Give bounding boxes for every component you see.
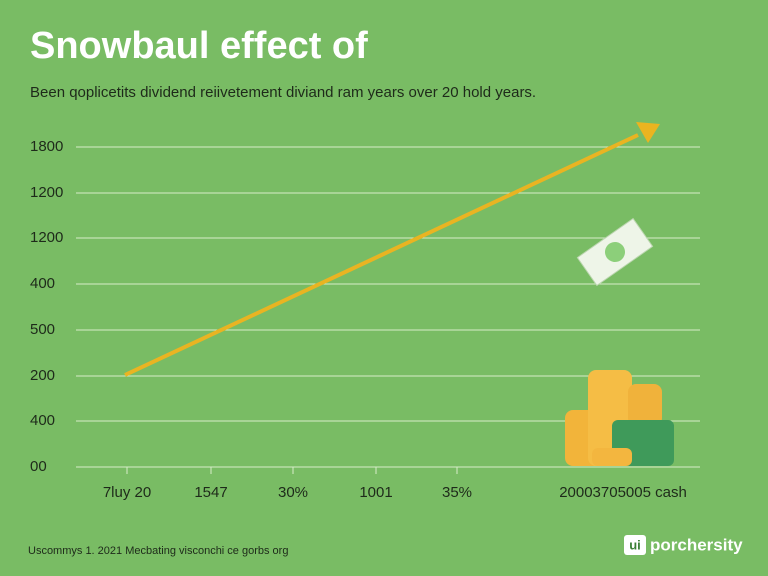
y-axis-label: 1800 [30,138,63,155]
title: Snowbaul effect of [30,25,368,67]
brand-name: porchersity [650,535,743,554]
x-axis: 7luy 20 1547 30% 1001 35% 20003705005 cash [103,467,687,501]
x-axis-label: 1001 [359,484,392,501]
money-bill [576,217,654,287]
y-axis-label: 400 [30,412,55,429]
growth-arrow [124,133,639,377]
x-axis-label: 30% [278,484,308,501]
y-axis-label: 200 [30,367,55,384]
subtitle: Been qoplicetits dividend reiivetement d… [30,84,536,101]
y-axis-label: 1200 [30,184,63,201]
grid: 1800 1200 1200 400 500 200 400 00 [30,138,700,475]
y-axis-label: 400 [30,275,55,292]
x-axis-label: 7luy 20 [103,484,151,501]
coin-stacks [565,370,674,466]
footer-note: Uscommys 1. 2021 Mecbating visconchi ce … [28,545,288,557]
x-axis-label: 35% [442,484,472,501]
x-axis-label: 20003705005 cash [559,484,687,501]
y-axis-label: 00 [30,458,47,475]
brand-badge-box [624,535,646,555]
arrow-head [636,122,660,143]
y-axis-label: 500 [30,321,55,338]
x-axis-label: 1547 [194,484,227,501]
brand-badge: ui [629,537,641,552]
y-axis-label: 1200 [30,229,63,246]
